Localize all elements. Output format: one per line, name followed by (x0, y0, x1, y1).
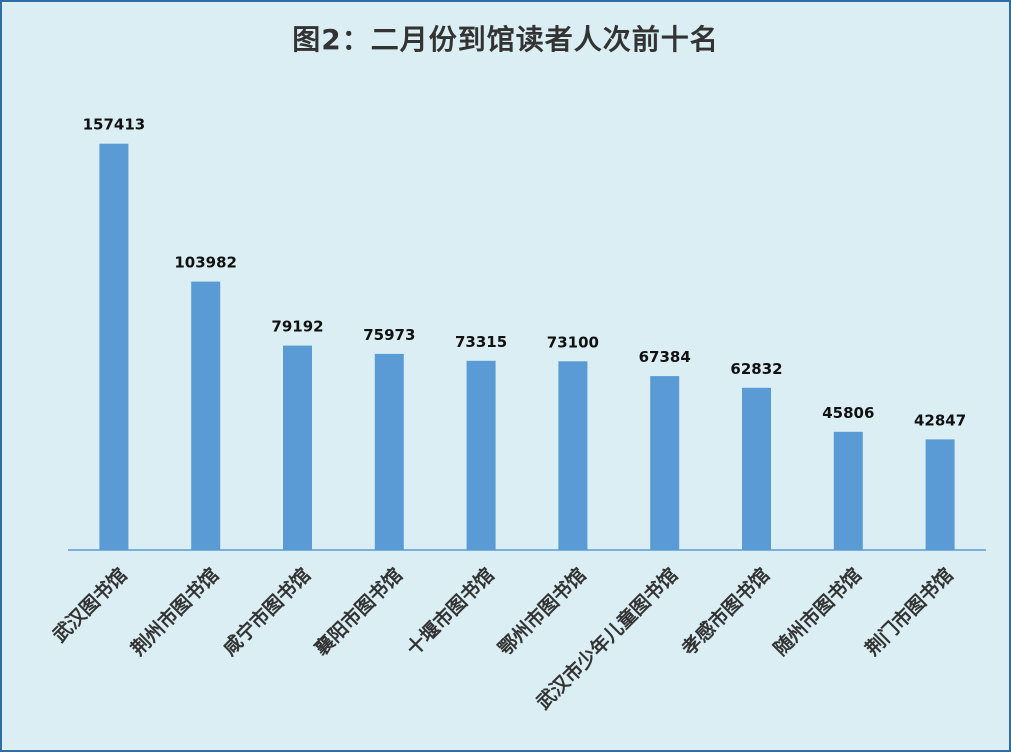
category-label-3: 咸宁市图书馆 (218, 563, 315, 660)
category-label-5: 十堰市图书馆 (402, 563, 499, 660)
value-label-2: 103982 (174, 254, 237, 272)
category-label-6: 鄂州市图书馆 (494, 563, 591, 660)
value-label-3: 79192 (271, 318, 323, 336)
bar-6 (558, 361, 588, 550)
bar-9 (833, 431, 863, 550)
value-label-7: 67384 (639, 348, 691, 366)
bar-8 (742, 387, 771, 550)
category-labels-group: 武汉图书馆荆州市图书馆咸宁市图书馆襄阳市图书馆十堰市图书馆鄂州市图书馆武汉市少年… (48, 563, 958, 714)
bar-5 (466, 360, 496, 550)
value-label-5: 73315 (455, 333, 507, 351)
value-label-10: 42847 (914, 411, 966, 429)
bar-7 (650, 376, 680, 550)
bar-1 (99, 143, 129, 550)
chart-title: 图2：二月份到馆读者人次前十名 (292, 23, 719, 56)
category-label-4: 襄阳市图书馆 (309, 563, 407, 661)
value-label-8: 62832 (730, 360, 782, 378)
bar-3 (283, 345, 312, 550)
category-label-10: 荆门市图书馆 (861, 563, 958, 660)
category-label-2: 荆州市图书馆 (126, 563, 223, 660)
bar-10 (925, 439, 955, 550)
value-label-9: 45806 (822, 404, 874, 422)
bar-2 (191, 281, 221, 550)
value-label-1: 157413 (83, 116, 146, 134)
value-label-6: 73100 (547, 333, 599, 351)
category-label-8: 孝感市图书馆 (677, 563, 774, 660)
bar-4 (374, 353, 404, 550)
value-label-4: 75973 (363, 326, 415, 344)
category-label-9: 随州市图书馆 (769, 563, 866, 660)
bars-group (99, 143, 955, 550)
value-labels-group: 157413 103982 79192 75973 73315 73100 67384 628… (83, 116, 967, 430)
category-label-1: 武汉图书馆 (48, 563, 131, 646)
